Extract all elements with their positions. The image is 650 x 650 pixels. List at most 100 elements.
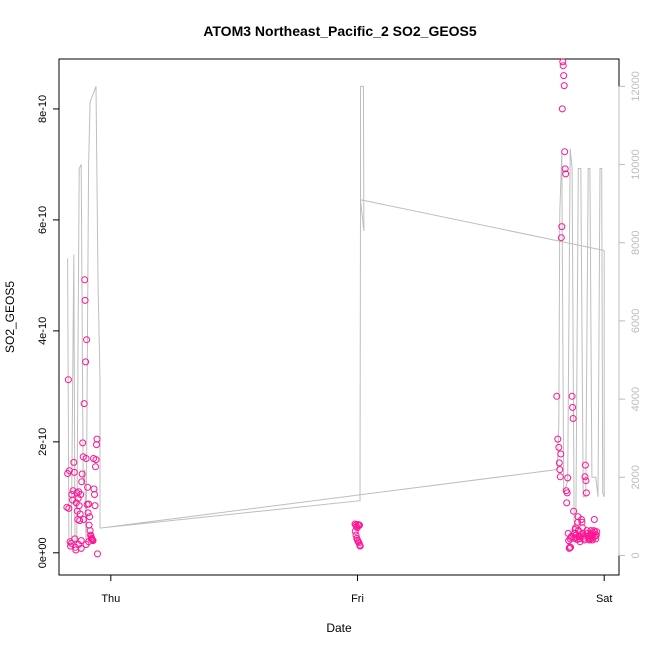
data-point (590, 516, 598, 523)
data-point (82, 455, 90, 462)
data-point (581, 461, 589, 469)
y-tick-label: 0e+00 (37, 537, 49, 568)
data-point (591, 528, 599, 536)
data-point (81, 276, 89, 284)
data-point (75, 502, 83, 510)
data-point (76, 510, 84, 518)
y-axis-label: SO2_GEOS5 (3, 281, 17, 353)
data-point (569, 415, 577, 422)
data-point (77, 491, 85, 498)
data-point (92, 456, 100, 464)
data-point (77, 544, 85, 552)
chart-title: ATOM3 Northeast_Pacific_2 SO2_GEOS5 (203, 23, 477, 39)
data-point (555, 443, 563, 451)
x-axis: Thu Fri Sat (101, 574, 613, 605)
y2-tick-label: 2000 (630, 465, 642, 489)
data-point (76, 517, 84, 525)
data-point (85, 521, 93, 529)
data-point (578, 516, 585, 523)
altitude-line (67, 85, 605, 546)
data-point (559, 62, 567, 70)
data-point (92, 463, 99, 471)
data-point (356, 521, 363, 529)
data-point (568, 392, 576, 400)
data-point (561, 165, 569, 173)
data-point (65, 504, 73, 512)
data-point (582, 489, 590, 497)
data-point (556, 473, 564, 481)
y-tick-label: 8e-10 (37, 95, 49, 123)
data-point (557, 450, 565, 458)
data-point (71, 535, 79, 543)
x-axis-label: Date (326, 621, 352, 635)
y2-tick-label: 8000 (630, 230, 642, 254)
data-point (67, 542, 75, 550)
data-point (91, 502, 99, 510)
data-point (89, 537, 97, 545)
y2-tick-label: 10000 (630, 149, 642, 180)
y-tick-label: 2e-10 (37, 428, 49, 456)
data-point (563, 489, 571, 497)
data-point (591, 532, 599, 540)
data-point (555, 459, 563, 467)
secondary-y-axis: 0 2000 4000 6000 8000 10000 12000 (618, 71, 642, 559)
data-point (94, 550, 101, 558)
y2-tick-label: 4000 (630, 387, 642, 411)
altitude-line-layer (67, 85, 605, 546)
data-point (64, 376, 72, 384)
data-point (83, 336, 91, 344)
data-point (84, 509, 92, 517)
data-point (564, 474, 572, 482)
data-point (93, 435, 101, 443)
data-point (352, 531, 360, 539)
data-points-layer (63, 58, 601, 558)
data-point (559, 58, 567, 66)
data-point (354, 538, 362, 546)
data-point (91, 491, 98, 498)
x-tick-label: Sat (596, 593, 613, 605)
data-point (78, 478, 86, 486)
data-point (567, 543, 575, 551)
data-point (78, 470, 86, 478)
data-point (351, 527, 359, 535)
data-point (554, 435, 562, 443)
data-point (593, 528, 601, 536)
y2-tick-label: 0 (630, 552, 642, 558)
data-point (557, 234, 565, 242)
data-point (70, 458, 78, 466)
data-point (570, 507, 578, 515)
data-point (563, 499, 571, 507)
data-point (561, 148, 569, 156)
data-point (356, 542, 364, 550)
data-point (553, 392, 561, 400)
data-point (582, 477, 590, 485)
data-point (70, 468, 78, 476)
data-point (558, 223, 566, 231)
y-tick-label: 4e-10 (37, 317, 49, 345)
x-tick-label: Fri (351, 593, 364, 605)
data-point (65, 467, 73, 475)
y2-tick-label: 12000 (630, 71, 642, 102)
data-point (592, 531, 600, 539)
data-point (82, 358, 90, 366)
data-point (85, 500, 93, 508)
data-point (67, 539, 75, 547)
data-point (581, 473, 589, 481)
x-tick-label: Thu (101, 593, 120, 605)
data-point (560, 82, 568, 90)
data-point (87, 535, 95, 543)
data-point (79, 439, 87, 447)
data-point (81, 296, 89, 304)
y2-tick-label: 6000 (630, 309, 642, 333)
data-point (560, 72, 568, 80)
data-point (80, 516, 88, 523)
data-point (558, 105, 566, 113)
data-point (86, 513, 94, 521)
data-point (84, 483, 92, 491)
y-tick-label: 6e-10 (37, 206, 49, 234)
y-axis: 0e+00 2e-10 4e-10 6e-10 8e-10 (37, 95, 60, 568)
data-point (592, 535, 600, 543)
data-point (556, 466, 564, 474)
data-point (562, 170, 570, 178)
